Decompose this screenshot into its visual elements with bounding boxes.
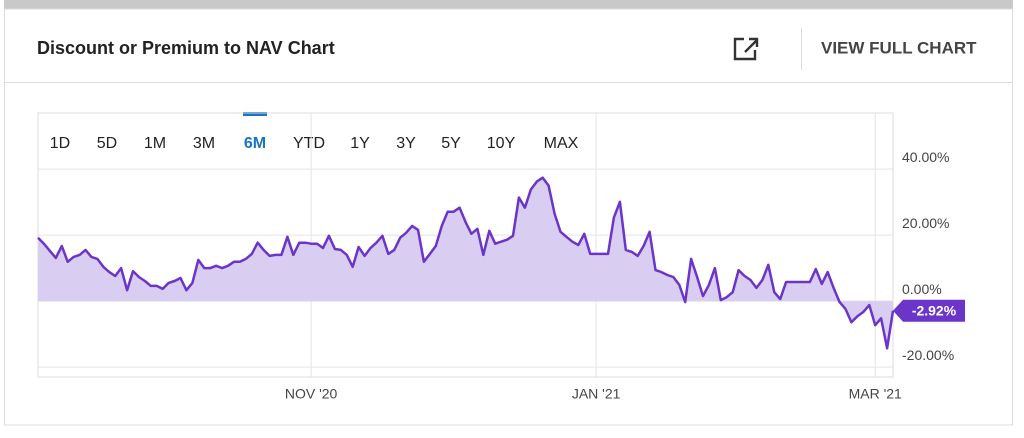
- range-button[interactable]: YTD: [293, 135, 325, 152]
- card: [4, 8, 1013, 426]
- y-tick-label: 20.00%: [902, 215, 949, 231]
- range-button[interactable]: 10Y: [487, 135, 516, 152]
- range-button[interactable]: 3M: [193, 135, 215, 152]
- y-tick-label: -20.00%: [902, 347, 954, 363]
- plot: 40.00% 20.00% 0.00% -20.00% NOV '20 JAN '21 MA…: [37, 112, 965, 402]
- card-title: Discount or Premium to NAV Chart: [37, 38, 335, 58]
- x-tick-label: MAR '21: [849, 386, 902, 402]
- area-fill: [38, 177, 893, 349]
- value-label: -2.92%: [912, 302, 957, 318]
- x-tick-label: NOV '20: [285, 386, 338, 402]
- y-tick-label: 0.00%: [902, 281, 942, 297]
- value-tag: [893, 299, 965, 322]
- x-tick-label: JAN '21: [572, 386, 621, 402]
- external-link-icon[interactable]: [733, 37, 759, 61]
- line: [37, 176, 895, 350]
- range-button[interactable]: 1D: [50, 135, 70, 152]
- range-button[interactable]: 6M: [244, 135, 266, 152]
- view-full-chart[interactable]: VIEW FULL CHART: [821, 38, 977, 57]
- top-bar: [4, 0, 1013, 9]
- range-button[interactable]: 1Y: [350, 135, 370, 152]
- active-range-indicator: [243, 112, 267, 116]
- range-button[interactable]: MAX: [544, 135, 579, 152]
- y-tick-label: 40.00%: [902, 149, 949, 165]
- range-button[interactable]: 5Y: [441, 135, 461, 152]
- range-button[interactable]: 3Y: [396, 135, 416, 152]
- range-button[interactable]: 1M: [144, 135, 166, 152]
- range-button[interactable]: 5D: [97, 135, 117, 152]
